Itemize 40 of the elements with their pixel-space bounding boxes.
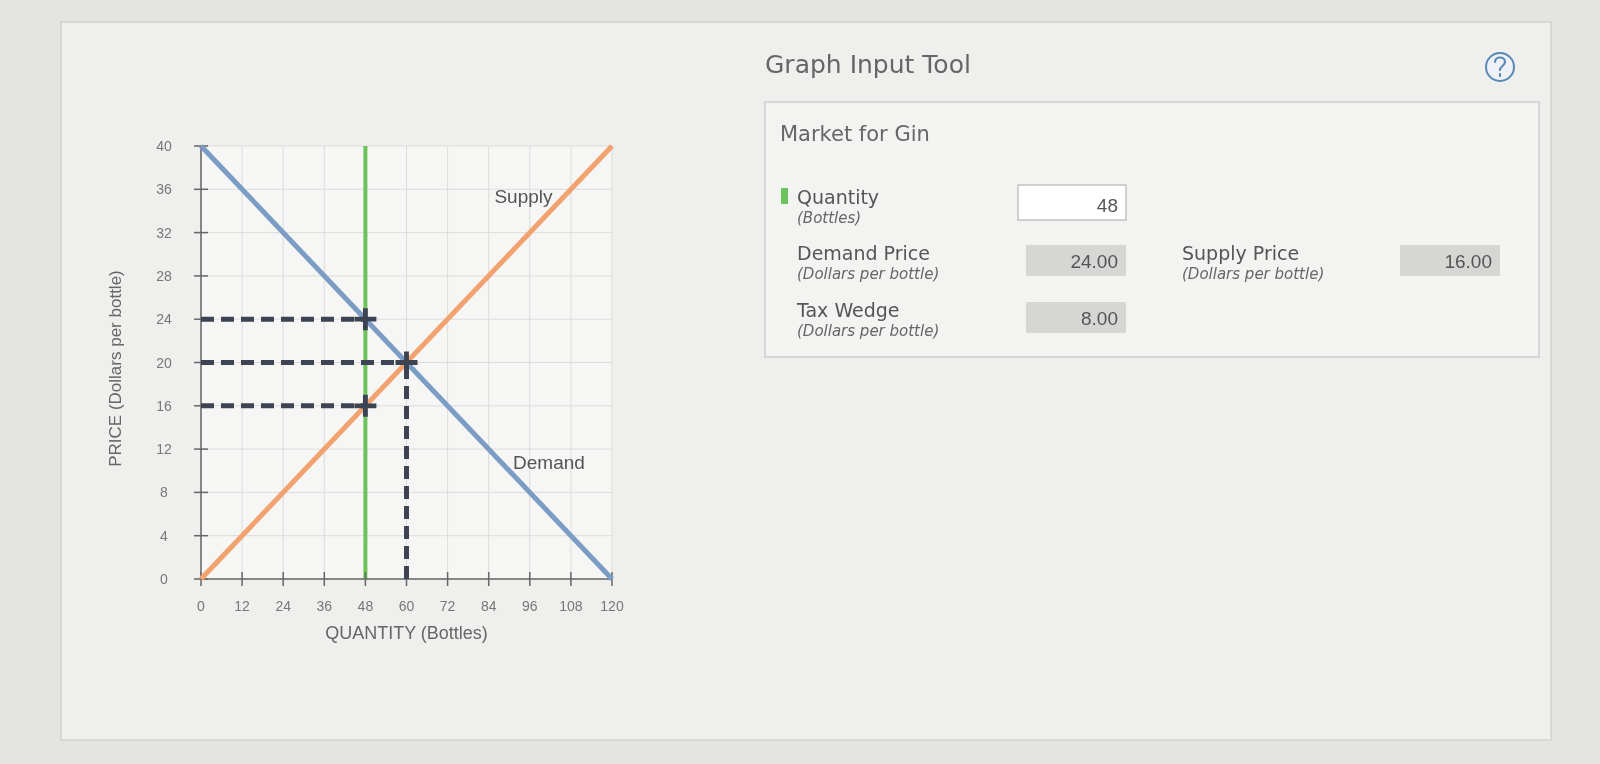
x-tick-label: 84 [480,598,497,614]
y-tick-label: 4 [160,527,169,544]
text: (Bottles) [797,209,862,227]
x-tick-label: 60 [398,598,415,614]
text: Graph Input Tool [765,50,971,79]
x-axis-title: QUANTITY (Bottles) [325,623,488,643]
text: Demand Price [797,242,930,264]
text: (Dollars per bottle) [797,322,940,340]
y-tick-label: 36 [156,181,172,198]
y-axis-title: PRICE (Dollars per bottle) [106,270,125,467]
y-tick-label: 8 [160,484,169,501]
x-tick-label: 48 [357,598,374,614]
x-tick-label: 108 [559,598,583,614]
y-tick-label: 28 [156,267,172,284]
text: Market for Gin [780,122,930,146]
x-tick-label: 36 [316,598,333,614]
x-tick-label: 0 [197,598,206,614]
y-tick-label: 40 [156,138,172,154]
x-tick-label: 120 [600,598,624,614]
series-label: Demand [513,452,585,474]
y-tick-label: 12 [156,441,172,458]
text: Quantity [797,186,880,208]
y-tick-label: 32 [156,224,172,241]
text: (Dollars per bottle) [797,265,940,283]
text: 16.00 [1444,251,1492,272]
x-tick-label: 72 [439,598,456,614]
text: (Dollars per bottle) [1182,265,1325,283]
x-tick-label: 96 [522,598,538,614]
y-tick-label: 0 [160,571,169,587]
x-tick-label: 24 [275,598,292,614]
text: Supply Price [1182,242,1300,264]
text: 48 [1096,195,1118,216]
y-tick-label: 20 [156,354,172,371]
text: 8.00 [1081,308,1118,329]
y-tick-label: 16 [156,397,172,414]
text: Tax Wedge [796,299,900,321]
x-tick-label: 12 [234,598,251,614]
series-label: Supply [494,186,553,208]
text: 24.00 [1070,251,1118,272]
y-tick-label: 24 [156,311,172,328]
